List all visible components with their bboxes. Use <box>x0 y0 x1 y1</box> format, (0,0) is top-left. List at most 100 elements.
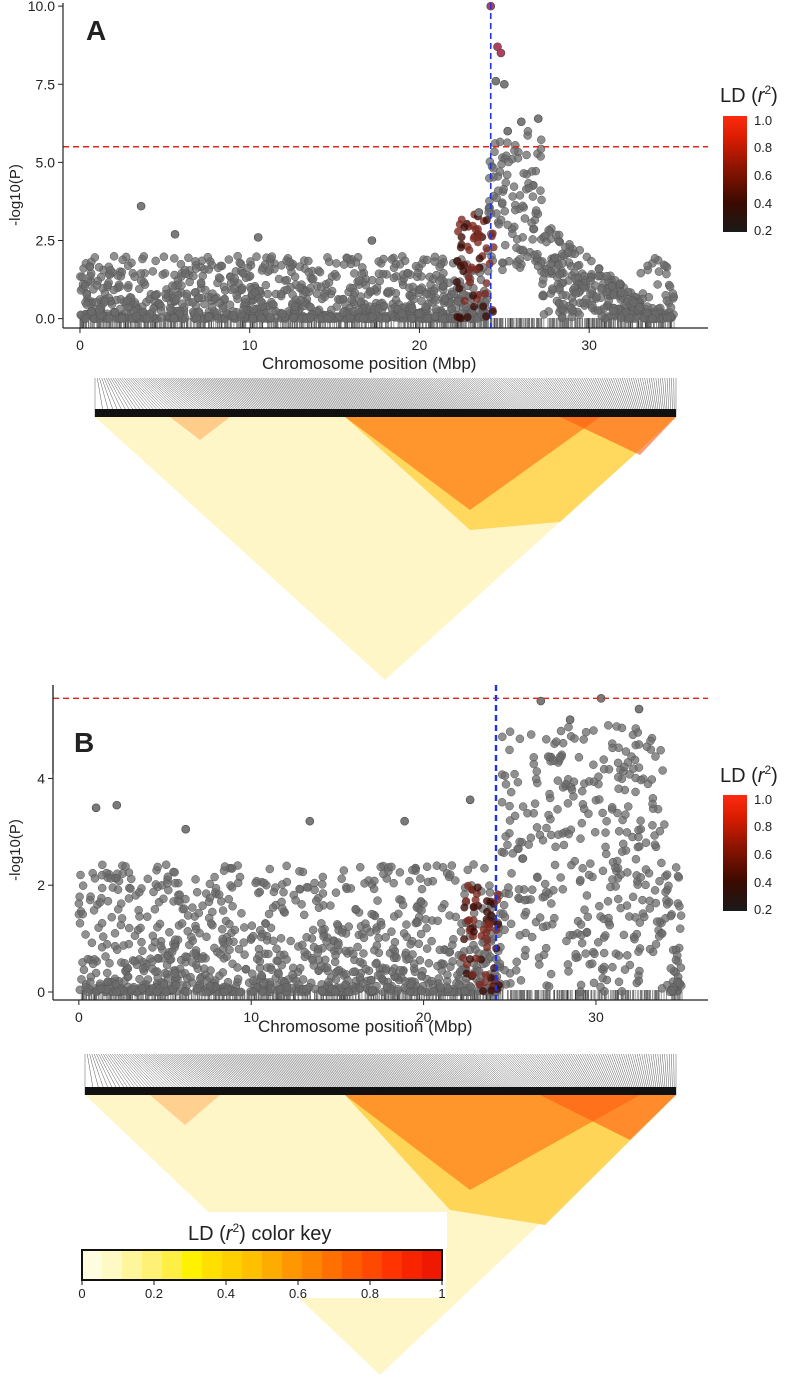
snp-point <box>622 828 632 837</box>
snp-point <box>143 874 153 884</box>
snp-point <box>194 908 204 918</box>
snp-connector-line <box>590 377 611 418</box>
snp-point <box>400 977 410 986</box>
snp-connector-line <box>581 377 604 418</box>
snp-point <box>608 875 617 884</box>
snp-point <box>240 923 249 932</box>
snp-point <box>81 281 90 291</box>
snp-connector-line <box>222 377 282 418</box>
snp-connector-line <box>245 377 306 418</box>
snp-point <box>620 762 629 772</box>
snp-point <box>240 950 249 959</box>
snp-connector-line <box>541 377 572 418</box>
snp-point <box>317 986 327 995</box>
snp-point <box>438 314 447 323</box>
snp-point <box>645 944 655 954</box>
snp-point <box>558 783 568 792</box>
snp-point <box>282 861 291 871</box>
snp-point <box>235 987 244 997</box>
snp-connector-line <box>391 377 446 418</box>
snp-point <box>304 256 313 266</box>
snp-connector-line <box>433 377 483 418</box>
snp-connector-line <box>424 377 476 418</box>
snp-point <box>259 978 269 988</box>
snp-point <box>549 756 558 766</box>
snp-point <box>538 922 548 932</box>
snp-point <box>676 963 686 972</box>
snp-connector-line <box>99 377 111 418</box>
snp-connector-line <box>112 377 138 418</box>
snp-point <box>556 726 566 736</box>
snp-point <box>567 785 577 795</box>
snp-point <box>524 840 533 849</box>
snp-point <box>506 787 516 797</box>
snp-point <box>604 297 614 306</box>
snp-connector-line <box>550 377 580 418</box>
y-tick-label: 0.0 <box>36 311 56 327</box>
snp-point <box>379 869 388 879</box>
snp-point <box>435 945 445 955</box>
snp-point <box>424 958 434 968</box>
snp-point <box>589 760 598 769</box>
snp-point <box>210 872 219 882</box>
snp-connector-line <box>103 377 121 418</box>
snp-point <box>369 884 379 894</box>
snp-point <box>546 830 556 840</box>
snp-point <box>188 298 197 307</box>
snp-point <box>295 867 304 876</box>
snp-point <box>197 954 207 963</box>
snp-point <box>282 285 292 294</box>
snp-point <box>249 304 258 314</box>
snp-connector-line <box>204 377 262 418</box>
ld-snp-point <box>473 233 482 242</box>
snp-point <box>528 885 537 894</box>
snp-point <box>613 772 623 782</box>
snp-connector-line <box>642 377 651 418</box>
snp-connector-line <box>177 377 231 418</box>
snp-point <box>608 962 617 972</box>
ld-snp-point <box>463 313 472 322</box>
snp-point <box>355 276 364 285</box>
snp-point <box>421 915 430 924</box>
snp-point <box>132 311 141 321</box>
snp-point <box>137 884 146 893</box>
ld-snp-point <box>479 302 488 311</box>
snp-point <box>413 918 422 927</box>
panel-a-y-label: -log10(P) <box>7 164 24 226</box>
snp-connector-line <box>128 377 164 418</box>
snp-point <box>598 866 608 876</box>
snp-point <box>214 273 224 282</box>
snp-connector-line <box>359 377 418 418</box>
snp-point <box>577 818 587 828</box>
snp-point <box>537 195 546 205</box>
panel-a-ld-legend: LD (r2) 1.0 0.8 0.6 0.4 0.2 <box>720 83 778 238</box>
snp-connector-line <box>628 377 641 418</box>
snp-point <box>290 272 300 282</box>
snp-connector-line <box>126 377 161 418</box>
snp-point <box>400 256 410 266</box>
snp-point <box>533 261 543 271</box>
snp-point <box>75 892 84 901</box>
x-tick-label: 20 <box>412 337 428 353</box>
snp-point <box>189 949 198 958</box>
snp-connector-line <box>435 377 485 418</box>
highlight-point <box>516 117 526 127</box>
snp-point <box>596 982 605 992</box>
snp-point <box>254 951 264 960</box>
snp-point <box>503 840 512 850</box>
snp-point <box>551 230 561 240</box>
snp-point <box>660 820 669 829</box>
ld-snp-point <box>469 291 478 300</box>
snp-point <box>535 913 545 922</box>
snp-connector-line <box>341 377 401 418</box>
snp-point <box>634 976 644 986</box>
snp-point <box>205 879 215 889</box>
snp-point <box>204 897 214 907</box>
snp-point <box>82 300 91 309</box>
snp-point <box>497 797 507 807</box>
snp-points <box>74 694 686 997</box>
snp-point <box>564 829 573 839</box>
snp-connector-line <box>189 377 244 418</box>
snp-point <box>86 892 95 901</box>
snp-connector-line <box>451 377 499 418</box>
